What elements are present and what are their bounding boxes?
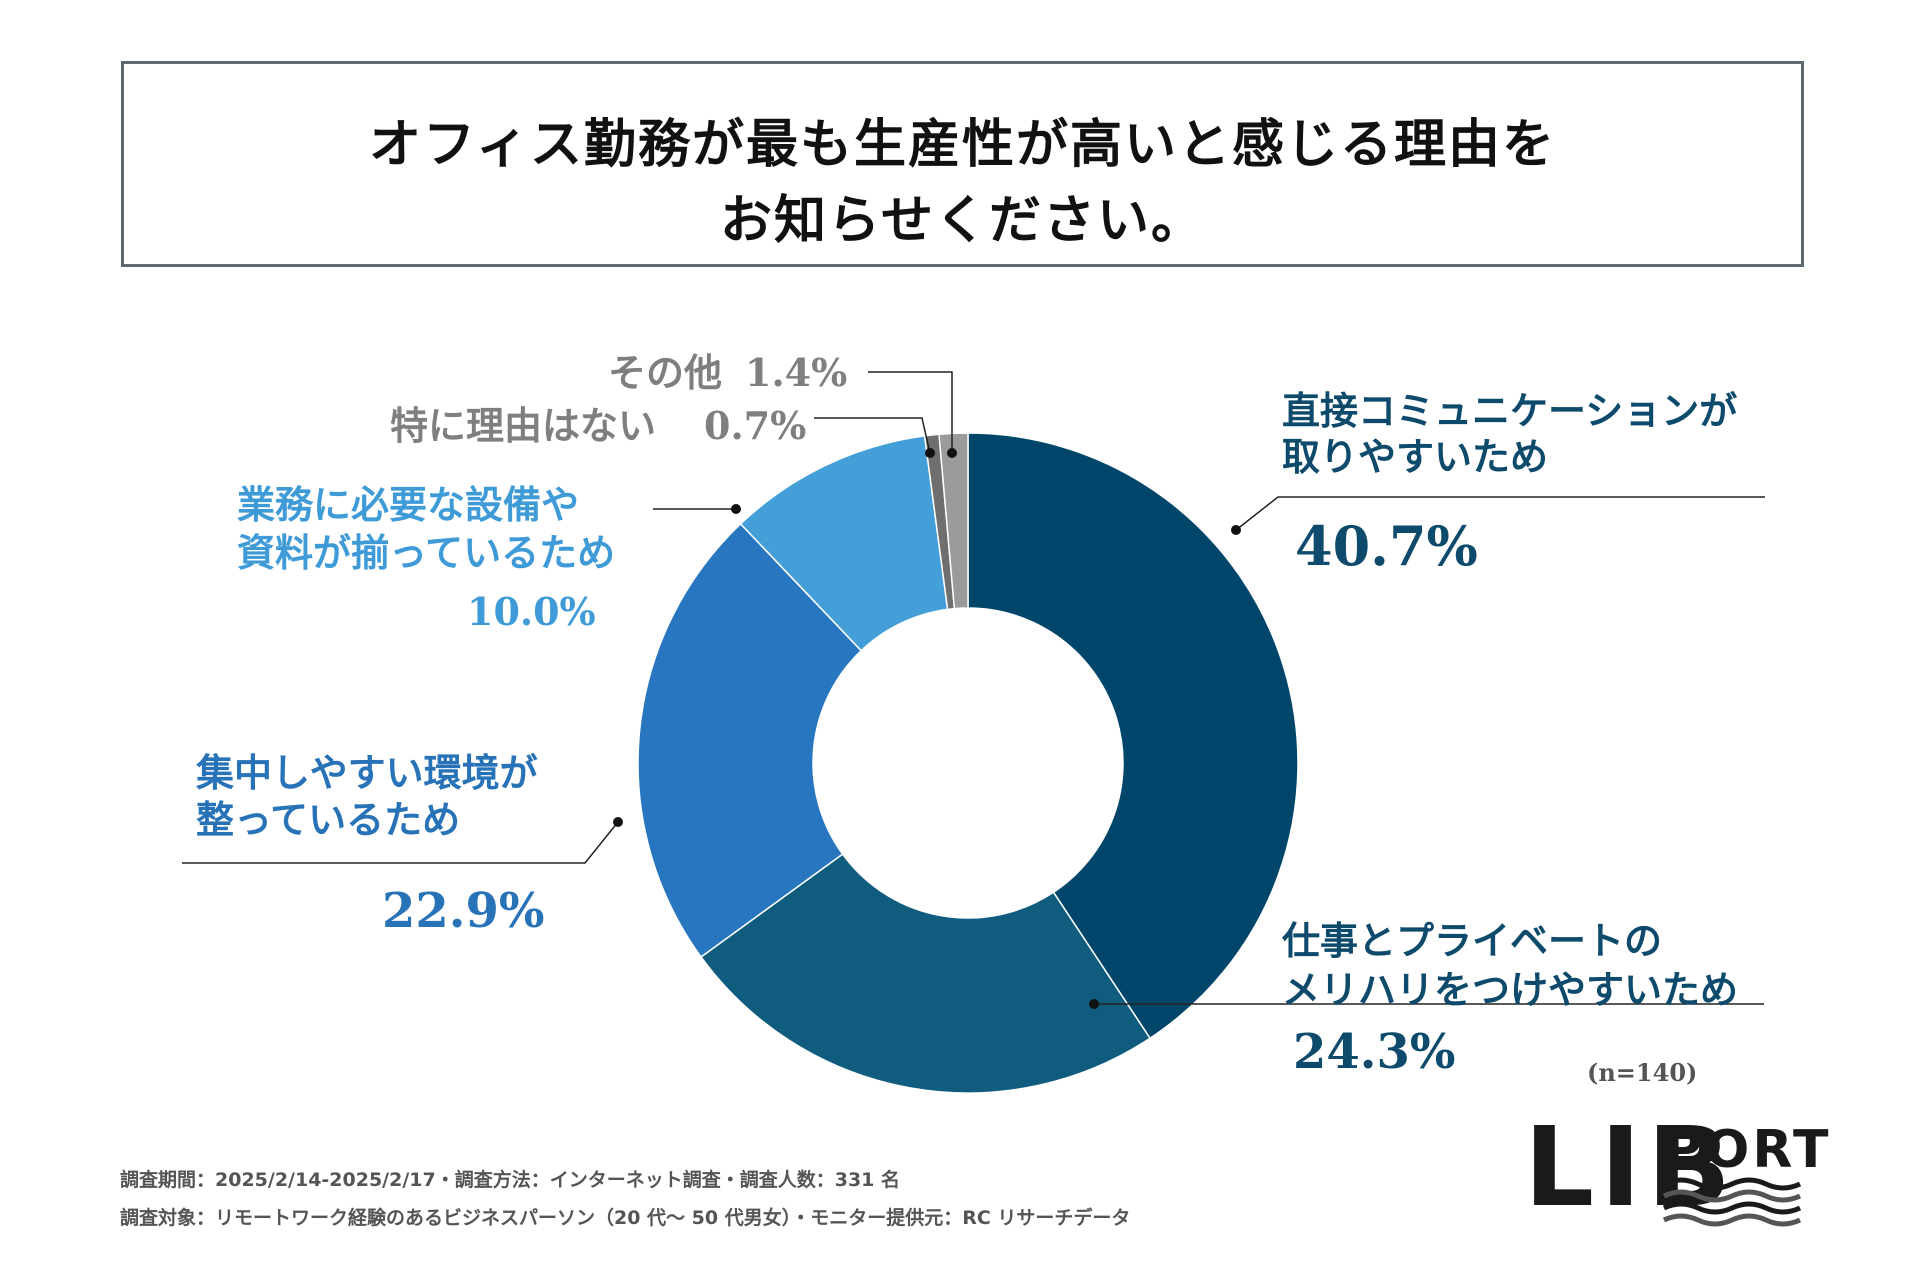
leader-dot-0	[1231, 525, 1241, 535]
survey-footnote-1: 調査期間：2025/2/14-2025/2/17・調査方法：インターネット調査・…	[120, 1169, 901, 1191]
donut-slice-1	[699, 853, 1152, 1094]
donut-slice-0	[967, 432, 1299, 1040]
slice-label-1-line-0: 仕事とプライベートの	[1282, 918, 1662, 963]
leader-dot-1	[1089, 999, 1099, 1009]
slice-value-0: 40.7%	[1295, 514, 1478, 578]
donut-slice-2	[637, 522, 863, 959]
libport-logo: LIB PORT	[1524, 1112, 1829, 1232]
slice-value-5: 1.4%	[745, 350, 847, 395]
slice-value-3: 10.0%	[467, 589, 596, 634]
leader-line-5	[868, 371, 953, 453]
leader-dot-3	[731, 504, 741, 514]
chart-title-line-2: お知らせください。	[720, 190, 1205, 251]
slice-label-0-line-0: 直接コミュニケーションが	[1282, 388, 1737, 433]
survey-footnote-2: 調査対象：リモートワーク経験のあるビジネスパーソン（20 代〜 50 代男女）・…	[120, 1207, 1131, 1229]
slice-label-3-line-0: 業務に必要な設備や	[237, 482, 579, 527]
chart-title-line-1: オフィス勤務が最も生産性が高いと感じる理由を	[369, 114, 1556, 175]
slice-label-2-line-1: 整っているため	[196, 797, 460, 842]
sample-size-label: (n=140)	[1587, 1058, 1698, 1087]
slice-label-4-line-0: 特に理由はない	[390, 403, 656, 448]
slice-label-1-line-1: メリハリをつけやすいため	[1282, 967, 1738, 1012]
slice-value-2: 22.9%	[382, 883, 545, 939]
logo-text-lib: LIB	[1524, 1103, 1737, 1231]
leader-dot-5	[947, 448, 957, 458]
slice-label-3-line-1: 資料が揃っているため	[237, 530, 615, 575]
slice-label-0-line-1: 取りやすいため	[1282, 434, 1548, 479]
slice-value-4: 0.7%	[704, 403, 806, 448]
slice-label-5-line-0: その他	[608, 350, 722, 395]
logo-wave-icon	[1662, 1177, 1802, 1227]
donut-slice-5	[938, 432, 969, 610]
leader-line-4	[814, 417, 931, 454]
leader-line-2	[182, 821, 619, 864]
leader-dot-4	[925, 448, 935, 458]
title-box: オフィス勤務が最も生産性が高いと感じる理由を お知らせください。	[121, 61, 1804, 267]
slice-value-1: 24.3%	[1293, 1024, 1456, 1080]
leader-line-0	[1235, 496, 1765, 531]
slice-label-2-line-0: 集中しやすい環境が	[195, 750, 538, 795]
leader-dot-2	[613, 817, 623, 827]
logo-text-port: PORT	[1664, 1120, 1832, 1180]
